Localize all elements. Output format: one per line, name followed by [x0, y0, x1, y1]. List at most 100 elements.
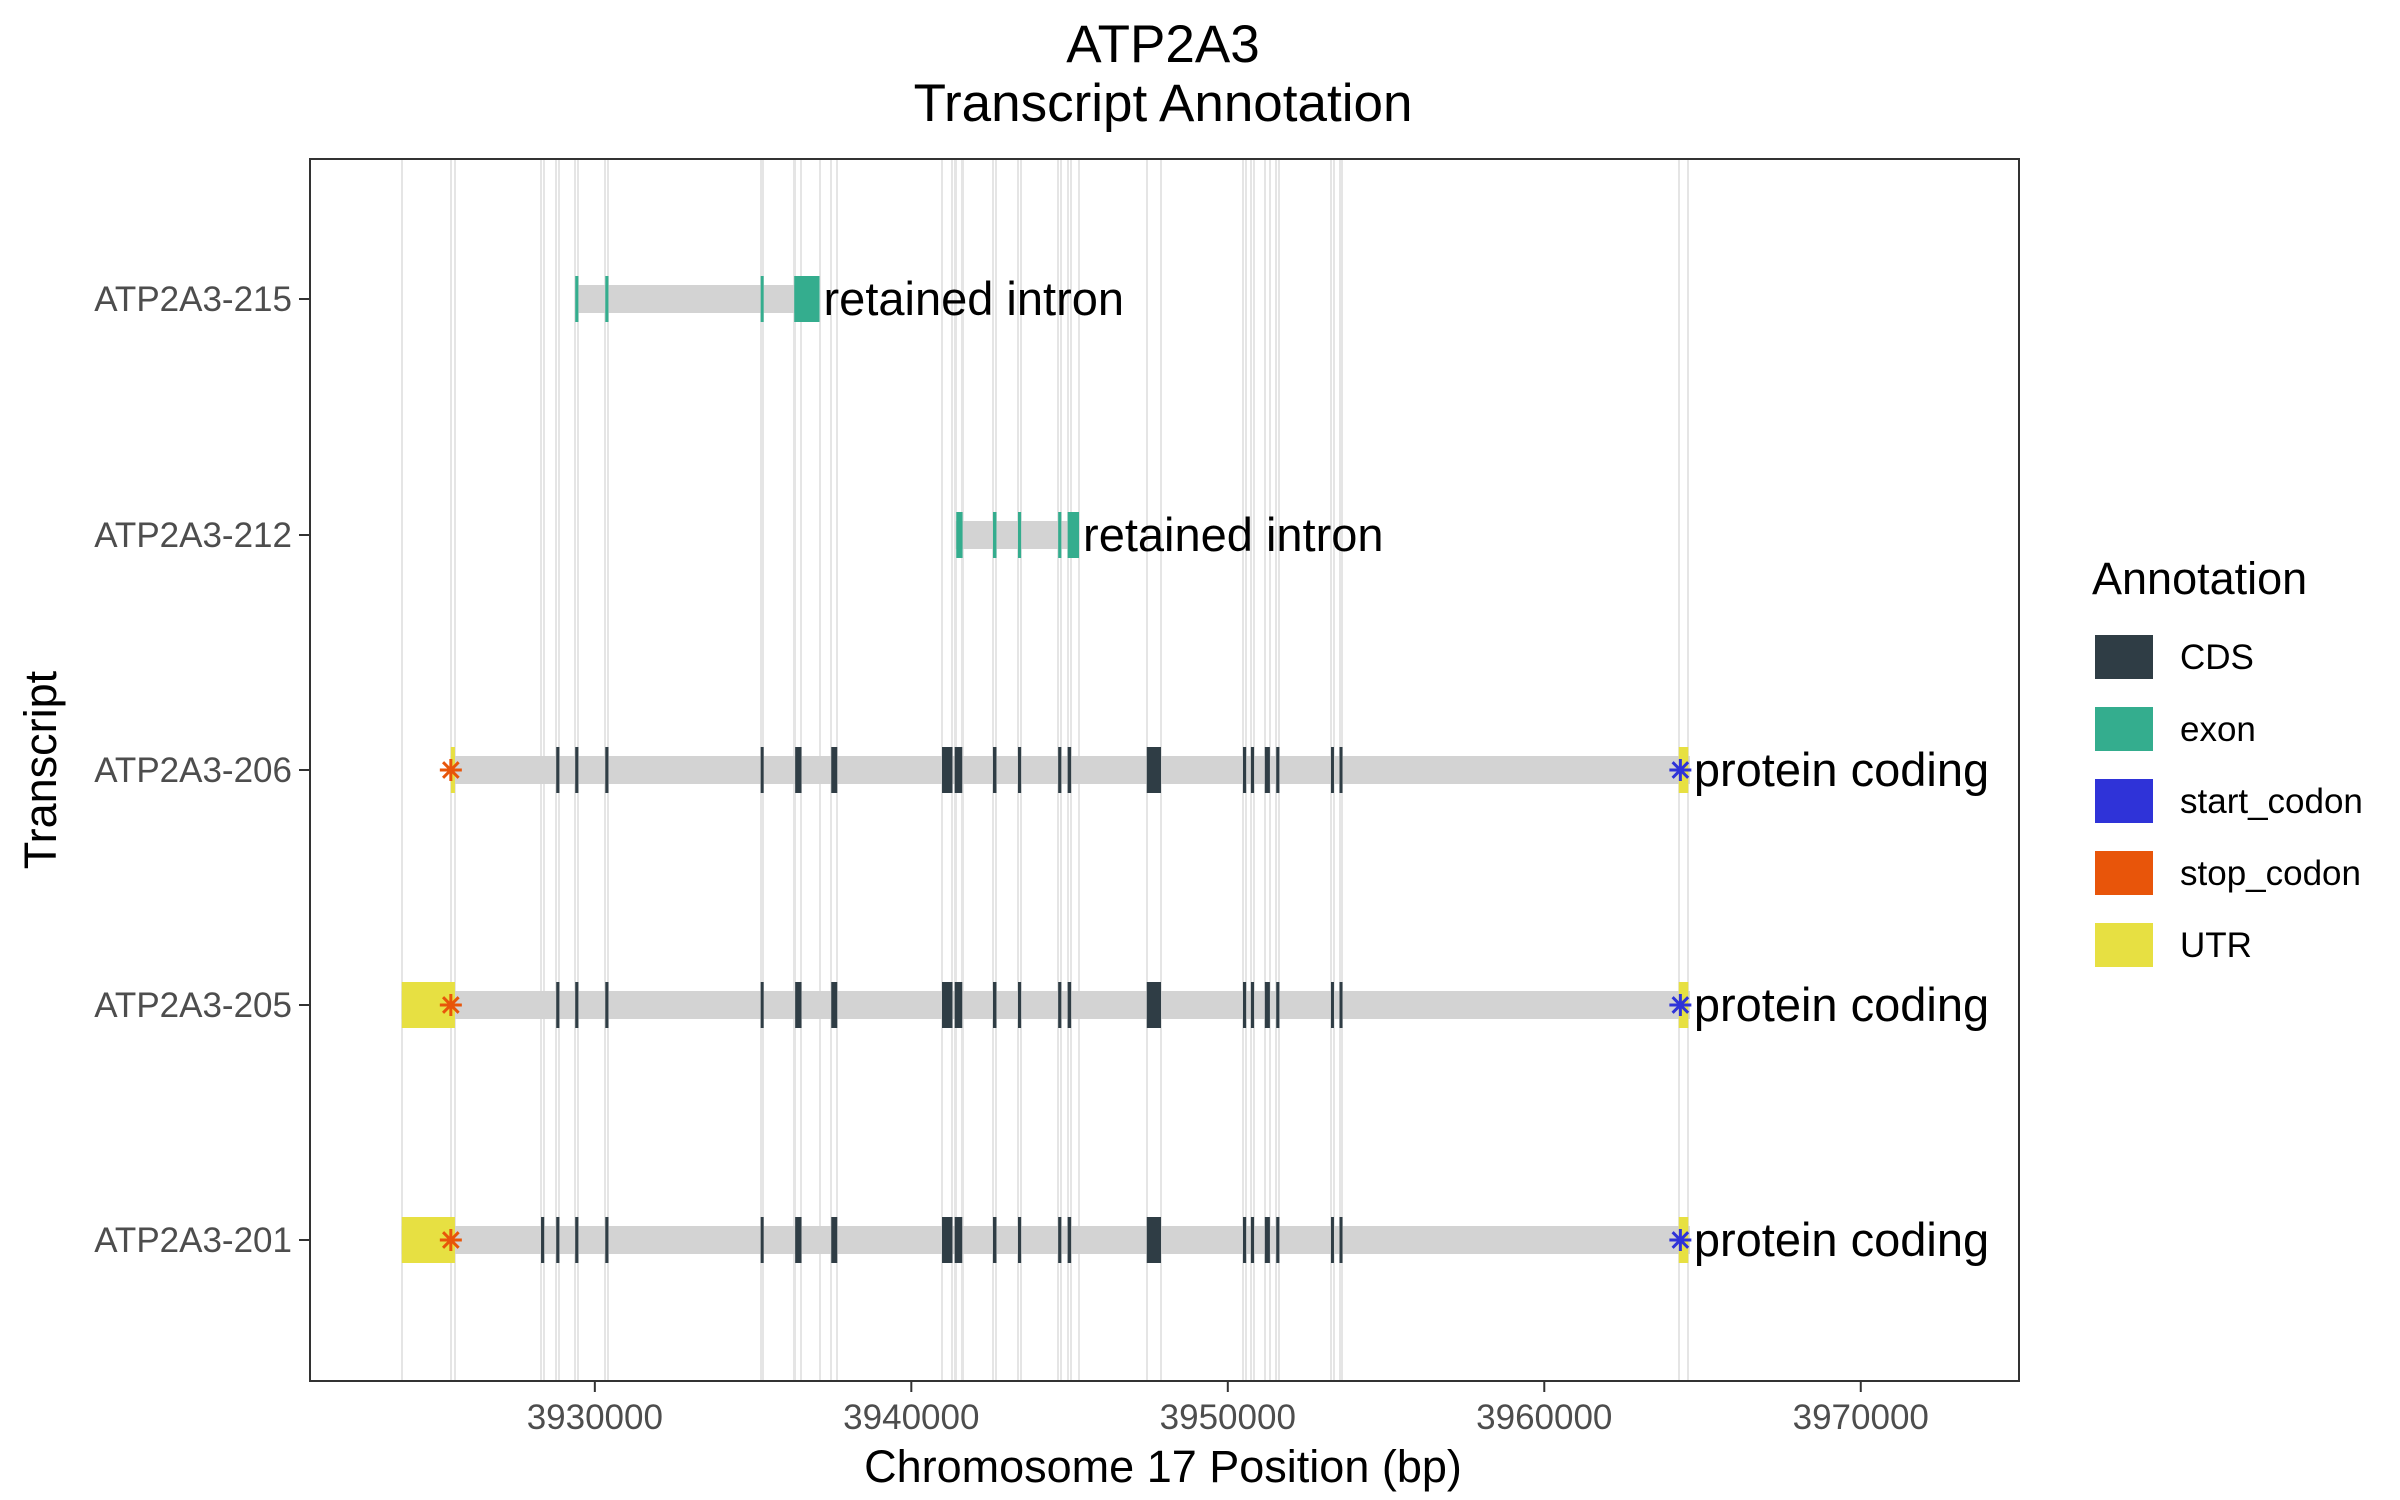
- y-tick-label: ATP2A3-206: [94, 751, 292, 790]
- stop_codon-marker: [439, 1229, 462, 1251]
- CDS-block: [605, 982, 609, 1028]
- x-tick-label: 3970000: [1793, 1398, 1929, 1437]
- exon-block: [1058, 512, 1062, 558]
- CDS-block: [942, 1217, 953, 1263]
- transcript-biotype-label: protein coding: [1694, 1213, 1989, 1266]
- transcript-biotype-label: retained intron: [824, 272, 1124, 325]
- legend-label-CDS: CDS: [2180, 638, 2254, 677]
- CDS-block: [1242, 747, 1247, 793]
- transcript-biotype-label: retained intron: [1083, 508, 1383, 561]
- CDS-block: [992, 1217, 997, 1263]
- CDS-block: [556, 1217, 560, 1263]
- exon-block: [1067, 512, 1080, 558]
- chart-title-line2: Transcript Annotation: [914, 74, 1413, 133]
- x-axis-title: Chromosome 17 Position (bp): [864, 1441, 1462, 1492]
- CDS-block: [556, 982, 560, 1028]
- CDS-block: [831, 1217, 838, 1263]
- CDS-block: [992, 747, 997, 793]
- CDS-block: [1276, 747, 1280, 793]
- CDS-block: [1058, 1217, 1062, 1263]
- exon-block: [992, 512, 997, 558]
- CDS-block: [1017, 1217, 1022, 1263]
- CDS-block: [1250, 982, 1255, 1028]
- exon-block: [794, 276, 820, 322]
- y-tick-label: ATP2A3-205: [94, 986, 292, 1025]
- CDS-block: [795, 982, 802, 1028]
- CDS-block: [795, 1217, 802, 1263]
- legend-key-UTR: [2095, 923, 2153, 967]
- CDS-block: [1146, 1217, 1162, 1263]
- transcript-ATP2A3-205: protein coding: [401, 978, 1989, 1031]
- CDS-block: [1276, 1217, 1280, 1263]
- legend-key-stop_codon: [2095, 851, 2153, 895]
- exon-block: [956, 512, 963, 558]
- legend-label-stop_codon: stop_codon: [2180, 854, 2361, 893]
- CDS-block: [541, 1217, 545, 1263]
- x-tick-label: 3960000: [1476, 1398, 1612, 1437]
- CDS-block: [1276, 982, 1280, 1028]
- y-tick-label: ATP2A3-212: [94, 516, 292, 555]
- CDS-block: [795, 747, 802, 793]
- transcript-backbone: [401, 1226, 1690, 1254]
- y-axis: ATP2A3-215 ATP2A3-212 ATP2A3-206 ATP2A3-205…: [94, 280, 310, 1260]
- CDS-block: [575, 982, 579, 1028]
- CDS-block: [760, 1217, 764, 1263]
- start_codon-marker: [1669, 759, 1692, 781]
- CDS-block: [1264, 1217, 1270, 1263]
- exon-block: [605, 276, 609, 322]
- CDS-block: [1339, 1217, 1343, 1263]
- legend-title: Annotation: [2092, 553, 2307, 604]
- CDS-block: [605, 1217, 609, 1263]
- CDS-block: [1339, 982, 1343, 1028]
- CDS-block: [1250, 1217, 1255, 1263]
- CDS-block: [942, 747, 953, 793]
- stop_codon-marker: [439, 759, 462, 781]
- CDS-block: [1264, 747, 1270, 793]
- y-axis-title: Transcript: [15, 670, 66, 869]
- chart-title-line1: ATP2A3: [1066, 15, 1259, 74]
- CDS-block: [1067, 982, 1072, 1028]
- CDS-block: [954, 747, 963, 793]
- stop_codon-marker: [439, 994, 462, 1016]
- x-tick-label: 3950000: [1160, 1398, 1296, 1437]
- transcript-biotype-label: protein coding: [1694, 978, 1989, 1031]
- exon-block: [575, 276, 579, 322]
- CDS-block: [1067, 1217, 1072, 1263]
- CDS-block: [760, 982, 764, 1028]
- transcript-backbone: [575, 285, 820, 313]
- CDS-block: [1242, 1217, 1247, 1263]
- CDS-block: [992, 982, 997, 1028]
- start_codon-marker: [1669, 1229, 1692, 1251]
- legend-label-start_codon: start_codon: [2180, 782, 2363, 821]
- CDS-block: [1330, 747, 1334, 793]
- CDS-block: [556, 747, 560, 793]
- CDS-block: [1058, 982, 1062, 1028]
- CDS-block: [1067, 747, 1072, 793]
- CDS-block: [1058, 747, 1062, 793]
- y-tick-label: ATP2A3-215: [94, 280, 292, 319]
- legend-label-UTR: UTR: [2180, 926, 2252, 965]
- CDS-block: [831, 747, 838, 793]
- legend: Annotation CDS exon start_codon stop_codon U…: [2092, 553, 2363, 967]
- CDS-block: [1017, 982, 1022, 1028]
- transcript-backbone: [401, 991, 1690, 1019]
- transcript-ATP2A3-206: protein coding: [439, 743, 1989, 796]
- CDS-block: [954, 982, 963, 1028]
- start_codon-marker: [1669, 994, 1692, 1016]
- CDS-block: [1146, 747, 1162, 793]
- legend-key-CDS: [2095, 635, 2153, 679]
- legend-key-exon: [2095, 707, 2153, 751]
- y-tick-label: ATP2A3-201: [94, 1221, 292, 1260]
- CDS-block: [1264, 982, 1270, 1028]
- exon-block: [760, 276, 764, 322]
- CDS-block: [1146, 982, 1162, 1028]
- transcript-tracks: retained intron retained intron protein co…: [401, 272, 1989, 1266]
- CDS-block: [760, 747, 764, 793]
- x-axis: 3930000 3940000 3950000 3960000 3970000: [527, 1381, 1929, 1437]
- legend-label-exon: exon: [2180, 710, 2256, 749]
- x-tick-label: 3940000: [843, 1398, 979, 1437]
- CDS-block: [1330, 982, 1334, 1028]
- CDS-block: [575, 1217, 579, 1263]
